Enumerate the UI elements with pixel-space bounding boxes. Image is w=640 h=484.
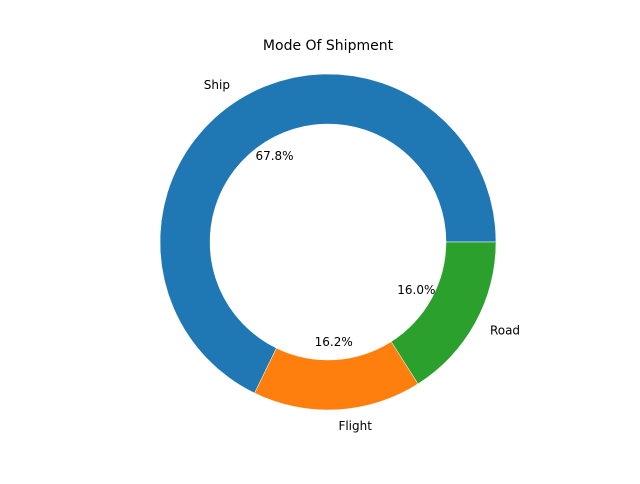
slice-flight [254, 341, 419, 411]
category-label-flight: Flight [338, 419, 372, 433]
percent-label-flight: 16.2% [315, 335, 353, 349]
slice-road [390, 241, 497, 385]
percent-label-ship: 67.8% [255, 149, 293, 163]
category-label-ship: Ship [204, 78, 230, 92]
chart-title: Mode Of Shipment [263, 38, 394, 54]
donut-slices [159, 73, 497, 411]
slice-ship [159, 73, 497, 394]
category-label-road: Road [490, 324, 520, 338]
percent-label-road: 16.0% [397, 283, 435, 297]
slice-labels: Ship 67.8% Flight 16.2% Road 16.0% [204, 78, 520, 433]
